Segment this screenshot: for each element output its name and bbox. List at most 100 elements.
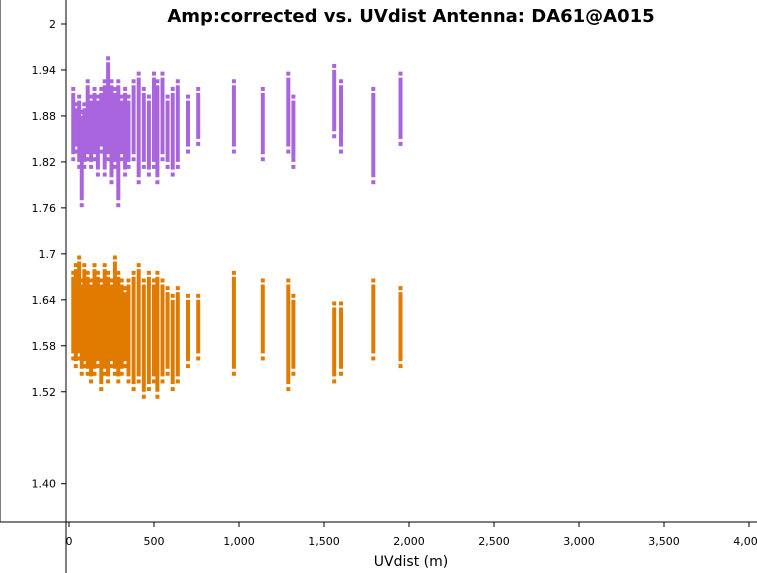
data-point: [82, 263, 87, 268]
data-point: [73, 263, 78, 268]
data-point-strip: [155, 85, 160, 178]
data-point: [102, 263, 107, 268]
data-point: [95, 172, 100, 177]
x-tick-label: 0: [66, 535, 73, 548]
data-point-strip: [119, 284, 124, 369]
data-point-strip: [119, 100, 124, 155]
data-point-strip: [398, 77, 403, 139]
data-point-strip: [231, 85, 236, 147]
data-point: [332, 301, 337, 306]
data-point: [332, 63, 337, 68]
data-point: [260, 356, 265, 361]
data-point: [73, 149, 78, 154]
x-tick-label: 1,000: [223, 535, 255, 548]
data-point: [109, 79, 114, 84]
data-point-strip: [126, 100, 131, 162]
data-point-strip: [165, 292, 170, 369]
data-point: [332, 134, 337, 139]
data-point: [186, 149, 190, 154]
data-point-strip: [371, 284, 376, 354]
data-point: [126, 379, 131, 384]
data-point: [175, 379, 180, 384]
x-axis-ticks: 0 500 1,000 1,500 2,000 2,500 3,000 3,500 4,000: [66, 522, 757, 548]
data-point-strip: [141, 92, 146, 162]
data-point: [231, 270, 236, 275]
data-point: [152, 71, 156, 76]
data-point: [77, 356, 82, 361]
y-tick-label: 1.40: [32, 478, 57, 491]
data-point: [165, 286, 170, 291]
data-point: [71, 270, 76, 275]
data-point: [79, 371, 84, 376]
data-point: [196, 141, 201, 146]
data-point: [136, 180, 141, 185]
data-point-strip: [141, 284, 146, 392]
data-point-strip: [116, 276, 121, 377]
x-tick-label: 500: [144, 535, 165, 548]
y-tick-label: 1.64: [32, 294, 57, 307]
data-point: [165, 164, 170, 169]
data-point: [131, 79, 136, 84]
data-point: [175, 286, 180, 291]
data-point-strip: [123, 292, 128, 362]
data-point: [398, 286, 403, 291]
data-point: [131, 387, 136, 392]
data-point: [77, 94, 82, 99]
data-point-strip: [71, 276, 76, 354]
data-point: [106, 157, 111, 162]
data-point: [165, 94, 170, 99]
y-tick-label: 1.76: [32, 202, 57, 215]
data-point: [119, 157, 124, 162]
data-point: [77, 255, 82, 260]
data-point-strip: [186, 100, 190, 147]
x-axis-title: UVdist (m): [374, 554, 448, 570]
data-point: [99, 86, 104, 91]
y-tick-label: 1.82: [32, 156, 57, 169]
data-point-strip: [112, 92, 117, 162]
data-point-strip: [231, 276, 236, 369]
data-point: [131, 270, 136, 275]
data-point-strip: [102, 85, 107, 170]
data-point: [136, 263, 141, 268]
data-point: [160, 379, 165, 384]
x-tick-label: 4,000: [733, 535, 757, 548]
data-point-strip: [196, 92, 201, 139]
x-tick-label: 1,500: [308, 535, 340, 548]
data-point: [92, 371, 97, 376]
data-point-strip: [85, 276, 90, 369]
x-tick-label: 2,500: [478, 535, 510, 548]
data-point-strip: [85, 85, 90, 155]
data-point: [291, 164, 296, 169]
data-point: [73, 102, 78, 107]
data-point-strip: [398, 292, 403, 362]
data-point: [398, 141, 403, 146]
x-tick-label: 3,000: [563, 535, 595, 548]
data-point-strip: [146, 100, 151, 170]
data-point: [136, 71, 141, 76]
x-tick-label: 2,000: [393, 535, 425, 548]
y-axis-ticks: 2 1.94 1.88 1.82 1.76 1.7 1.64 1.58 1.52 1.40: [32, 18, 66, 491]
data-point: [116, 379, 121, 384]
data-point: [109, 180, 114, 185]
data-point: [82, 102, 87, 107]
data-point: [106, 56, 111, 61]
data-point: [170, 387, 175, 392]
data-point: [231, 79, 236, 84]
data-point: [85, 270, 90, 275]
data-point: [175, 164, 180, 169]
data-point-strip: [77, 100, 82, 162]
data-point: [123, 286, 128, 291]
data-point: [123, 364, 128, 369]
data-point: [102, 371, 107, 376]
data-point-strip: [106, 62, 111, 155]
data-point-strip: [291, 100, 296, 162]
data-point: [89, 379, 94, 384]
data-point: [95, 270, 100, 275]
data-point: [119, 371, 124, 376]
data-point: [112, 164, 117, 169]
data-point: [109, 364, 114, 369]
data-point-strip: [71, 92, 76, 155]
data-point: [71, 157, 76, 162]
data-point: [291, 94, 296, 99]
data-point-strip: [123, 92, 128, 170]
